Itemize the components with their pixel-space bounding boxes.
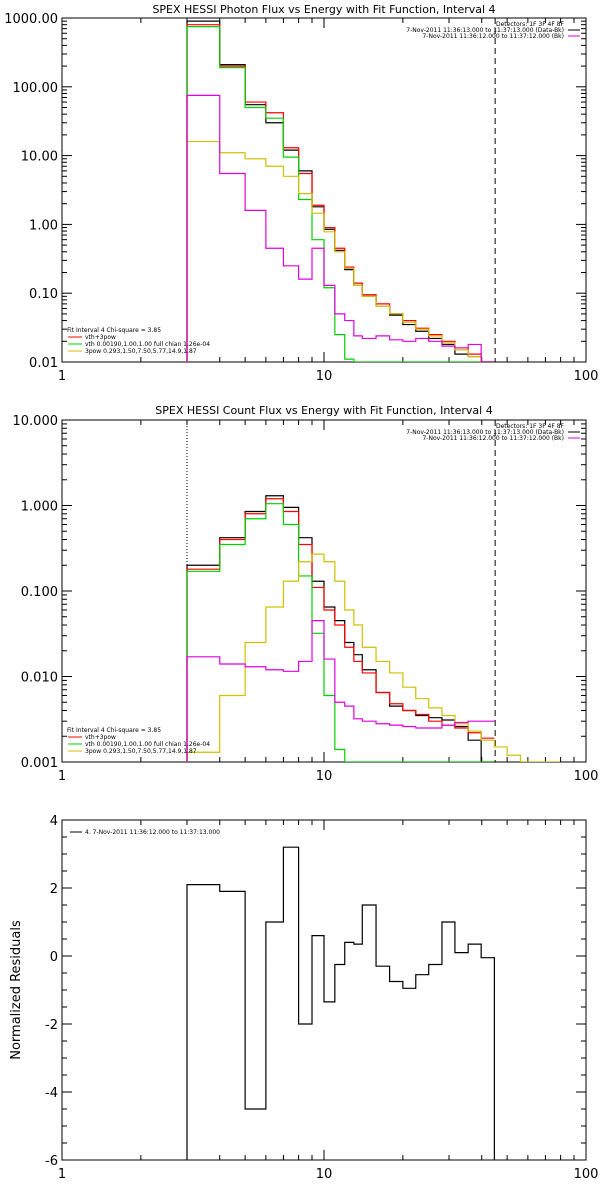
series-data-bk [186,20,495,362]
legend-bottom-left-entry: vth 0.00190,1.00,1.00 full chian 1.26e-0… [85,741,210,748]
y-tick-label: 0.100 [21,585,58,600]
legend-bottom-left-entry: 3pow 0.293,1.50,7.50,5.77,14.9,1.87 [85,748,197,755]
legend-bottom-left-entry: 3pow 0.293,1.50,7.50,5.77,14.9,1.87 [85,348,197,355]
series-group [186,846,495,1160]
chart-title: SPEX HESSI Photon Flux vs Energy with Fi… [152,3,495,16]
y-tick-label: 0.001 [21,756,58,771]
legend-bottom-left-entry: vth 0.00190,1.00,1.00 full chian 1.26e-0… [85,341,210,348]
x-tick-label: 100 [574,369,599,384]
y-tick-label: 0.01 [29,356,58,371]
x-tick-label: 100 [574,1167,599,1182]
series-vth [186,25,495,362]
series-3pow [186,553,560,762]
x-tick-label: 1 [58,769,66,784]
legend-bottom-left-entry: Fit Interval 4 Chi-square = 3.85 [67,327,161,334]
series-bk [186,94,495,362]
y-tick-label: 0.10 [29,287,58,302]
y-tick-label: 1000.00 [4,12,58,27]
y-tick-label: 100.00 [13,81,59,96]
x-tick-label: 10 [316,369,333,384]
y-tick-label: 0.010 [21,671,58,686]
legend-top-right-entry: Detectors: 1F 3F 4F 8F [496,21,565,28]
series-3pow [186,140,495,362]
legend-entry: 4. 7-Nov-2011 11:36:12.000 to 11:37:13.0… [85,829,220,836]
residuals-panel: 1 10 100 -6 -4 -2 0 2 4 Normalized Residuals 4. 7-… [9,814,598,1182]
series-residuals [186,846,495,1160]
series-vth-3pow [186,24,495,362]
y-tick-label: 0 [50,950,58,965]
series-data-bk [186,495,495,762]
legend-top-right-entry: 7-Nov-2011 11:36:13.000 to 11:37:13.000 … [406,27,564,34]
y-tick-label: -6 [45,1154,58,1169]
legend-top-right-entry: 7-Nov-2011 11:36:12.000 to 11:37:12.000 … [422,435,564,442]
y-tick-label: 4 [50,814,58,829]
legend-bottom-left-entry: vth+3pow [85,334,116,341]
legend-top-right-entry: 7-Nov-2011 11:36:12.000 to 11:37:12.000 … [422,33,564,40]
plot-frame [61,17,587,363]
y-tick-label: 2 [50,882,58,897]
y-tick-label: -2 [45,1018,58,1033]
legend-bottom-left-entry: vth+3pow [85,734,116,741]
y-axis-label: Normalized Residuals [9,920,24,1060]
legend-top-right-entry: Detectors: 1F 3F 4F 8F [496,423,565,430]
series-bk [186,620,495,762]
x-tick-label: 10 [316,769,333,784]
chart-title: SPEX HESSI Count Flux vs Energy with Fit… [155,404,492,417]
x-tick-label: 100 [574,769,599,784]
legend-top-right-entry: 7-Nov-2011 11:36:13.000 to 11:37:13.000 … [406,429,564,436]
x-tick-label: 1 [58,1167,66,1182]
legend-bottom-left-entry: Fit Interval 4 Chi-square = 3.85 [67,727,161,734]
y-tick-label: 10.000 [13,414,59,429]
y-tick-label: 10.00 [21,150,58,165]
series-group [186,495,560,762]
x-tick-label: 10 [316,1167,333,1182]
y-tick-label: 1.000 [21,500,58,515]
x-tick-label: 1 [58,369,66,384]
count-flux-panel: SPEX HESSI Count Flux vs Energy with Fit… [13,404,599,784]
photon-flux-panel: SPEX HESSI Photon Flux vs Energy with Fi… [4,3,598,384]
y-tick-label: 1.00 [29,218,58,233]
y-tick-label: -4 [45,1086,58,1101]
series-group [186,20,495,362]
series-vth [186,503,495,762]
